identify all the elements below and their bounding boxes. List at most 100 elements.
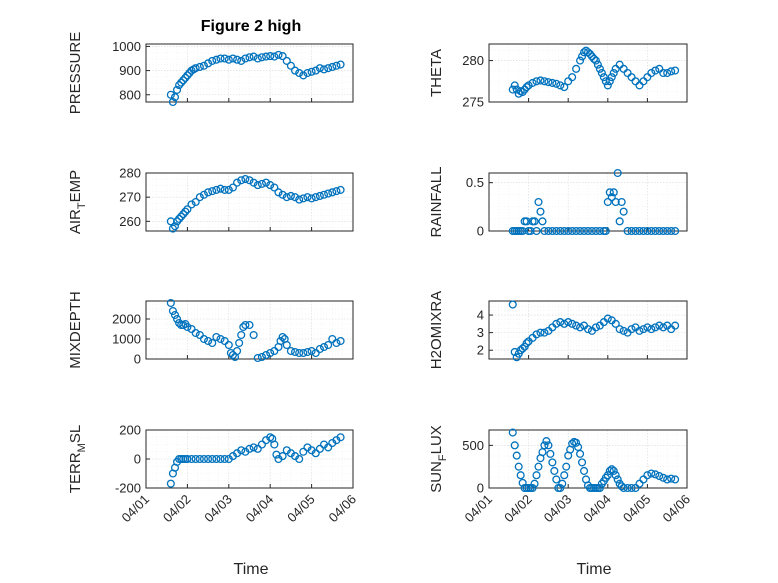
data-point-sunflux [619,483,628,493]
data-point-terrmsl [212,454,221,464]
data-point-theta [599,73,608,82]
data-point-rainfall [591,226,600,236]
data-point-h2omixra [522,339,531,348]
data-point-air-temp [286,191,295,201]
subplot-mixdepth: 0 1000 2000 MIXDEPTH [67,291,354,369]
data-point-h2omixra [627,325,636,334]
data-point-terrmsl [187,454,196,464]
data-point-pressure [324,64,333,73]
data-point-mixdepth [324,340,333,350]
data-point-sunflux [605,466,614,475]
data-point-theta [544,78,553,87]
data-point-air-temp [228,183,237,192]
data-point-rainfall [609,188,618,197]
data-point-sunflux [544,441,553,450]
axes-frame [145,300,354,360]
data-point-pressure [332,61,341,70]
data-point-h2omixra [583,325,593,334]
data-point-air-temp [307,194,316,203]
data-point-theta [518,88,527,97]
y-tick-label: 280 [462,53,484,68]
data-point-air-temp [270,183,279,192]
data-point-terrmsl [183,454,192,464]
data-point-mixdepth [168,306,177,316]
data-point-pressure [208,56,217,65]
axes-frame [145,43,354,103]
data-point-terrmsl [324,443,333,452]
x-tick-label: 04/06 [326,492,360,526]
data-point-pressure [249,52,258,61]
data-point-sunflux [528,483,537,493]
data-point-pressure [319,65,329,74]
data-point-mixdepth [290,347,300,357]
data-point-theta [597,68,606,78]
data-point-air-temp [168,224,177,233]
data-point-rainfall [643,226,652,236]
data-point-mixdepth [315,344,324,354]
x-tick-label: 04/02 [501,492,535,526]
data-point-air-temp [173,217,182,226]
data-point-pressure [168,97,177,107]
subplot-grid: 800 900 1000 PRESSURE 275 280 THETA 260 270 280 AI… [67,32,693,525]
data-point-terrmsl [191,454,200,464]
x-tick-label: 04/02 [160,492,194,526]
data-point-sunflux [558,479,567,488]
data-point-rainfall [536,207,545,216]
y-tick-label: 280 [119,166,141,181]
data-point-sunflux [609,466,618,475]
data-point-h2omixra [643,323,652,332]
data-point-rainfall [607,193,616,202]
data-point-pressure [228,54,237,63]
y-tick-label: 4 [477,308,484,323]
data-point-h2omixra [655,321,664,330]
data-point-pressure [307,67,316,76]
data-point-sunflux [613,475,622,484]
data-point-h2omixra [671,321,680,330]
data-point-h2omixra [647,325,656,334]
data-point-rainfall [534,197,543,207]
data-point-rainfall [532,226,541,236]
data-point-rainfall [647,226,656,236]
data-point-mixdepth [276,336,285,346]
data-point-terrmsl [208,454,217,464]
data-point-rainfall [671,226,680,236]
data-point-mixdepth [220,336,229,346]
data-point-air-temp [332,187,341,196]
axes-frame [145,172,354,232]
data-point-rainfall [617,197,626,207]
data-point-mixdepth [245,320,254,330]
data-point-rainfall [548,226,557,236]
y-axis-label-main: PRESSURE [67,32,84,115]
data-point-air-temp [336,185,345,194]
data-point-terrmsl [295,454,304,464]
data-point-mixdepth [208,338,217,348]
data-point-sunflux [562,462,571,471]
data-point-rainfall [552,226,561,236]
data-point-theta [595,64,604,73]
y-axis-label-h2omixra: H2OMIXRA [428,291,445,369]
y-axis-label-main: AIR [67,209,84,234]
y-tick-label: 1000 [112,332,141,347]
data-point-pressure [177,78,186,87]
data-point-terrmsl [266,433,275,442]
data-point-sunflux [518,478,527,487]
data-point-h2omixra [540,328,549,337]
data-point-rainfall [544,226,553,236]
data-point-air-temp [282,193,291,202]
data-point-terrmsl [237,446,246,455]
data-point-terrmsl [270,440,279,449]
x-axis-label-right: Time [577,561,612,578]
data-point-mixdepth [257,352,266,362]
data-point-pressure [315,64,324,73]
data-point-theta [667,67,676,76]
data-point-theta [589,54,598,63]
x-tick-label: 04/06 [660,492,694,526]
data-point-h2omixra [639,325,648,334]
data-point-mixdepth [170,310,180,320]
data-point-pressure [303,68,312,78]
data-point-theta [514,89,523,98]
x-tick-label: 04/03 [541,492,575,526]
data-point-rainfall [583,226,593,236]
data-point-terrmsl [220,454,229,464]
